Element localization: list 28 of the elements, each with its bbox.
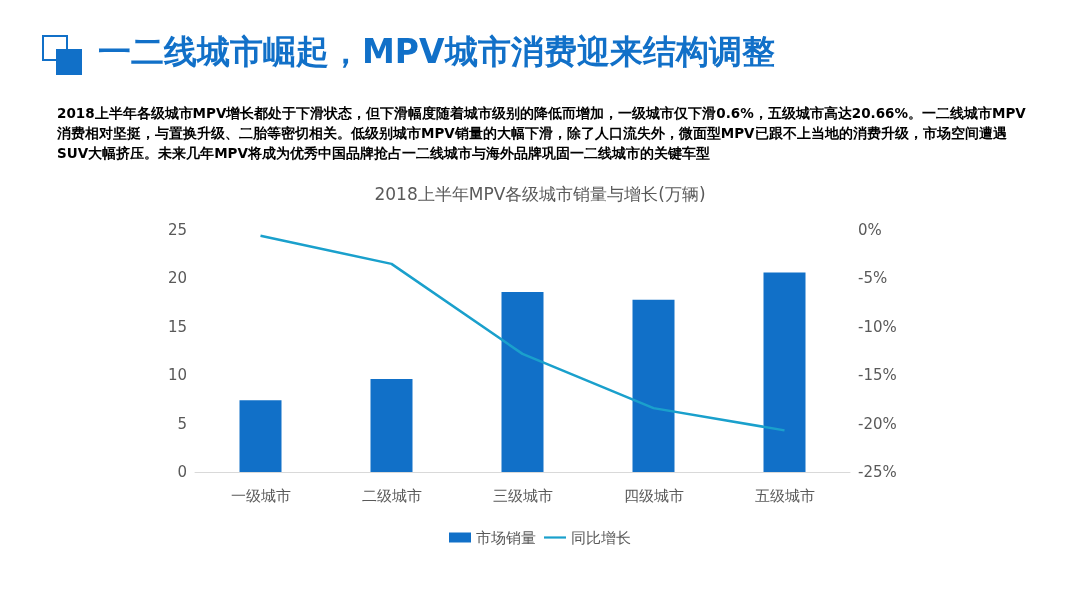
bar bbox=[501, 291, 544, 472]
bar bbox=[370, 379, 413, 472]
y-tick-label: 0 bbox=[177, 463, 187, 481]
chart-title: 一二线城市崛起，MPV城市消费迎来结构调整 bbox=[98, 31, 775, 73]
x-tick-label: 三级城市 bbox=[492, 486, 553, 505]
bar bbox=[632, 299, 675, 472]
bar bbox=[239, 400, 282, 472]
legend-label: 市场销量 bbox=[476, 528, 536, 547]
y-tick-label: 15 bbox=[167, 317, 187, 336]
line-series bbox=[259, 234, 786, 432]
x-tick-label: 一级城市 bbox=[230, 486, 291, 505]
chart-subtitle: 2018上半年各级城市MPV增长都处于下滑状态，但下滑幅度随着城市级别的降低而增加，一级城市仅下滑0.6%，五级城市高达20.66%。一二线城市MPV消费相对坚挺，与置换升级、二胎等密切相关。低级别城市MPV销量的大幅下滑，除了人口流失外，微面型MPV已跟不上当地的消费升级，市场空间遭遇SUV大幅挤压。未来几年MPV将成为优秀中国品牌抢占一二线城市与海外品牌巩固一二线城市的关键车型 bbox=[57, 104, 1027, 163]
y2-tick-label: -25% bbox=[858, 463, 897, 481]
y2-tick-label: -10% bbox=[858, 317, 897, 336]
x-tick-label: 四级城市 bbox=[623, 486, 684, 505]
y2-tick-label: 0% bbox=[858, 221, 882, 239]
text: 2018上半年MPV各级城市销量与增长(万辆) bbox=[374, 183, 706, 204]
y2-tick-label: -20% bbox=[858, 414, 897, 433]
x-tick-label: 二级城市 bbox=[361, 486, 422, 505]
y2-tick-label: -5% bbox=[858, 269, 888, 288]
y-tick-label: 25 bbox=[167, 221, 187, 239]
y-tick-label: 5 bbox=[177, 414, 187, 433]
y2-tick-label: -15% bbox=[858, 366, 897, 385]
bar bbox=[763, 272, 806, 472]
y-tick-label: 20 bbox=[167, 269, 187, 288]
x-tick-label: 五级城市 bbox=[754, 486, 815, 505]
y-tick-label: 10 bbox=[167, 366, 187, 385]
legend-label: 同比增长 bbox=[571, 528, 631, 547]
